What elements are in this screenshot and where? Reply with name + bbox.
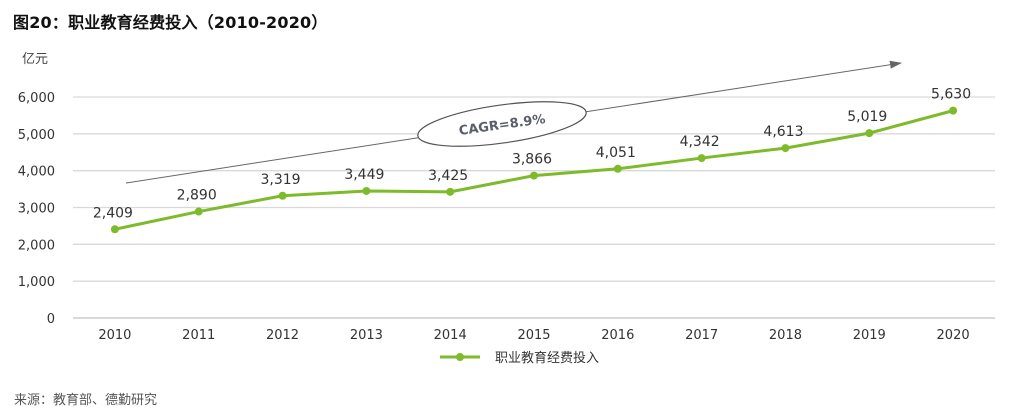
data-label: 5,630 [931,87,971,103]
x-tick-label: 2019 [853,328,886,343]
data-point [278,191,287,200]
y-tick-label: 6,000 [18,91,55,106]
x-tick-label: 2014 [434,328,467,343]
x-tick-label: 2020 [937,328,970,343]
data-label: 2,890 [177,188,217,204]
chart-title: 图20：职业教育经费投入（2010-2020） [13,13,328,32]
data-point [530,171,538,180]
data-point [865,129,874,138]
data-label: 2,409 [93,205,133,221]
data-point [446,187,455,196]
data-label: 3,449 [344,167,384,183]
x-tick-label: 2010 [98,328,131,343]
y-tick-label: 2,000 [18,238,55,253]
x-tick-label: 2018 [769,328,802,343]
data-label: 4,051 [596,145,636,161]
data-point [194,207,203,216]
x-tick-label: 2015 [517,328,550,343]
y-tick-label: 5,000 [18,128,55,143]
y-tick-label: 3,000 [18,202,55,217]
data-point [697,154,706,163]
cagr-annotation: CAGR=8.9% [417,101,587,147]
data-point [362,186,371,195]
data-point [781,144,790,153]
x-tick-label: 2012 [266,328,299,343]
x-tick-label: 2017 [685,328,718,343]
data-label: 4,613 [763,124,803,140]
x-tick-label: 2011 [182,328,215,343]
y-tick-label: 4,000 [18,165,55,180]
legend-label: 职业教育经费投入 [495,350,599,366]
source-note: 来源：教育部、德勤研究 [14,393,158,408]
data-point [949,106,958,115]
y-tick-label: 0 [47,312,55,327]
data-label: 3,319 [260,172,300,188]
y-axis-unit: 亿元 [22,52,49,67]
data-label: 5,019 [847,109,887,125]
data-point [613,164,622,173]
y-tick-label: 1,000 [18,275,55,290]
x-tick-label: 2016 [601,328,634,343]
data-point [110,225,119,234]
data-label: 3,425 [428,168,468,184]
legend-marker-icon [456,353,464,361]
data-label: 3,866 [512,152,552,168]
data-label: 4,342 [680,134,720,150]
x-tick-label: 2013 [350,328,383,343]
